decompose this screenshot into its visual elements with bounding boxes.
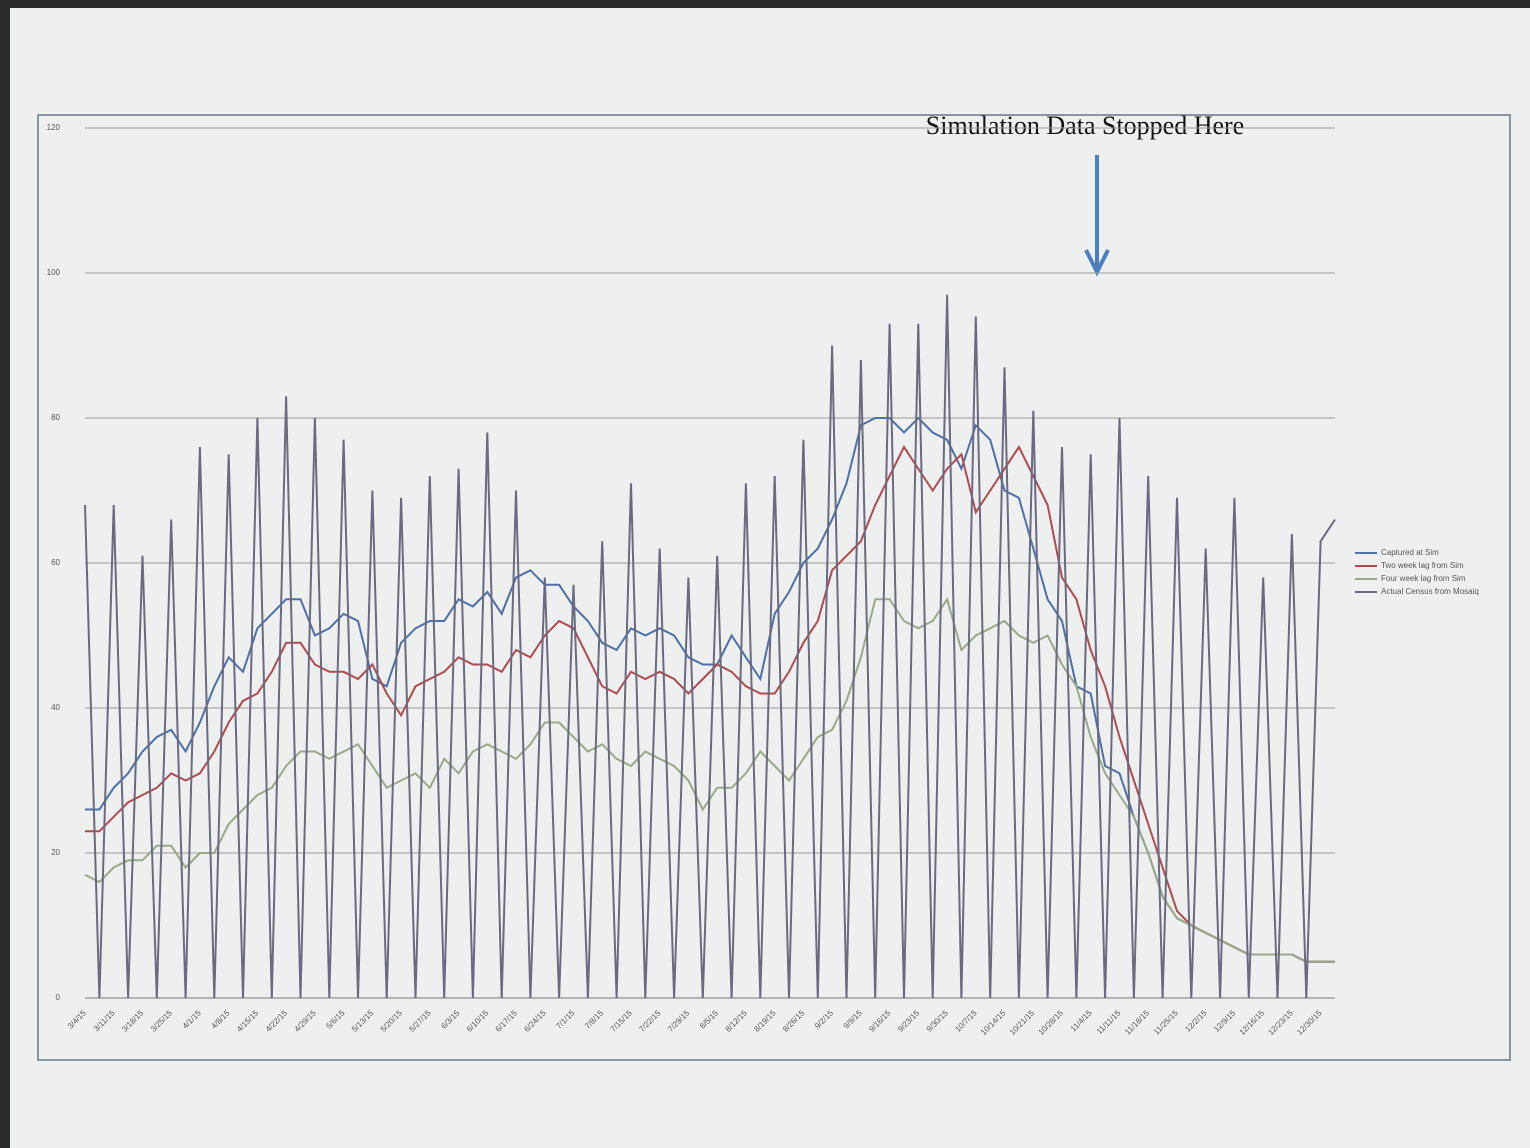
x-tick-label: 6/24/15 xyxy=(522,1008,548,1034)
legend-label: Actual Census from Mosaiq xyxy=(1381,587,1479,596)
chart-frame xyxy=(38,115,1510,1060)
x-tick-label: 8/12/15 xyxy=(724,1008,750,1034)
x-tick-label: 4/29/15 xyxy=(293,1008,319,1034)
x-tick-label: 11/18/15 xyxy=(1123,1008,1151,1036)
x-tick-label: 9/16/15 xyxy=(867,1008,893,1034)
x-tick-label: 9/23/15 xyxy=(896,1008,922,1034)
x-tick-label: 10/28/15 xyxy=(1037,1008,1066,1037)
x-tick-label: 10/14/15 xyxy=(979,1008,1008,1037)
x-tick-label: 11/11/15 xyxy=(1095,1008,1123,1036)
legend-label: Captured at Sim xyxy=(1381,548,1439,557)
x-tick-label: 7/1/15 xyxy=(554,1008,576,1030)
x-tick-label: 9/9/15 xyxy=(842,1008,864,1030)
x-tick-label: 3/4/15 xyxy=(66,1008,88,1030)
x-tick-label: 3/18/15 xyxy=(120,1008,146,1034)
x-tick-label: 9/2/15 xyxy=(813,1008,835,1030)
x-tick-label: 6/17/15 xyxy=(494,1008,520,1034)
legend-label: Four week lag from Sim xyxy=(1381,574,1466,583)
y-tick-label: 60 xyxy=(51,558,60,567)
x-tick-label: 4/15/15 xyxy=(235,1008,261,1034)
series-line xyxy=(85,295,1335,998)
x-tick-label: 8/5/15 xyxy=(698,1008,720,1030)
x-tick-label: 5/6/15 xyxy=(324,1008,346,1030)
x-tick-label: 6/10/15 xyxy=(465,1008,491,1034)
x-tick-label: 11/4/15 xyxy=(1069,1008,1094,1033)
x-tick-label: 10/21/15 xyxy=(1008,1008,1037,1037)
x-tick-label: 6/3/15 xyxy=(439,1008,461,1030)
x-tick-label: 9/30/15 xyxy=(925,1008,951,1034)
x-tick-label: 4/1/15 xyxy=(181,1008,203,1030)
y-tick-label: 100 xyxy=(47,268,61,277)
x-tick-label: 8/19/15 xyxy=(752,1008,778,1034)
x-tick-label: 5/27/15 xyxy=(407,1008,433,1034)
y-tick-label: 120 xyxy=(47,123,61,132)
chart: Simulation Data Stopped Here 0 20 40 60 80 10… xyxy=(0,0,1530,1148)
x-tick-label: 7/29/15 xyxy=(666,1008,692,1034)
annotation: Simulation Data Stopped Here xyxy=(926,111,1244,140)
legend-label: Two week lag from Sim xyxy=(1381,561,1464,570)
x-tick-label: 11/25/15 xyxy=(1152,1008,1180,1036)
x-tick-label: 12/23/15 xyxy=(1266,1008,1295,1037)
x-tick-label: 7/15/15 xyxy=(609,1008,635,1034)
x-tick-label: 7/22/15 xyxy=(637,1008,663,1034)
x-tick-label: 5/20/15 xyxy=(379,1008,405,1034)
x-tick-label: 7/8/15 xyxy=(583,1008,605,1030)
x-tick-label: 3/25/15 xyxy=(149,1008,175,1034)
x-tick-label: 12/16/15 xyxy=(1238,1008,1267,1037)
x-tick-label: 12/9/15 xyxy=(1212,1008,1238,1034)
y-tick-label: 0 xyxy=(56,993,61,1002)
y-tick-label: 40 xyxy=(51,703,60,712)
x-tick-label: 4/22/15 xyxy=(264,1008,290,1034)
x-tick-label: 10/7/15 xyxy=(953,1008,979,1034)
x-tick-label: 12/2/15 xyxy=(1183,1008,1209,1034)
x-tick-label: 8/26/15 xyxy=(781,1008,807,1034)
x-tick-label: 4/8/15 xyxy=(209,1008,231,1030)
x-tick-label: 5/13/15 xyxy=(350,1008,376,1034)
page: Simulation Data Stopped Here 0 20 40 60 80 10… xyxy=(0,0,1530,1148)
x-tick-label: 3/11/15 xyxy=(92,1008,117,1033)
y-tick-label: 20 xyxy=(51,848,60,857)
x-tick-label: 12/30/15 xyxy=(1295,1008,1324,1037)
y-tick-label: 80 xyxy=(51,413,60,422)
